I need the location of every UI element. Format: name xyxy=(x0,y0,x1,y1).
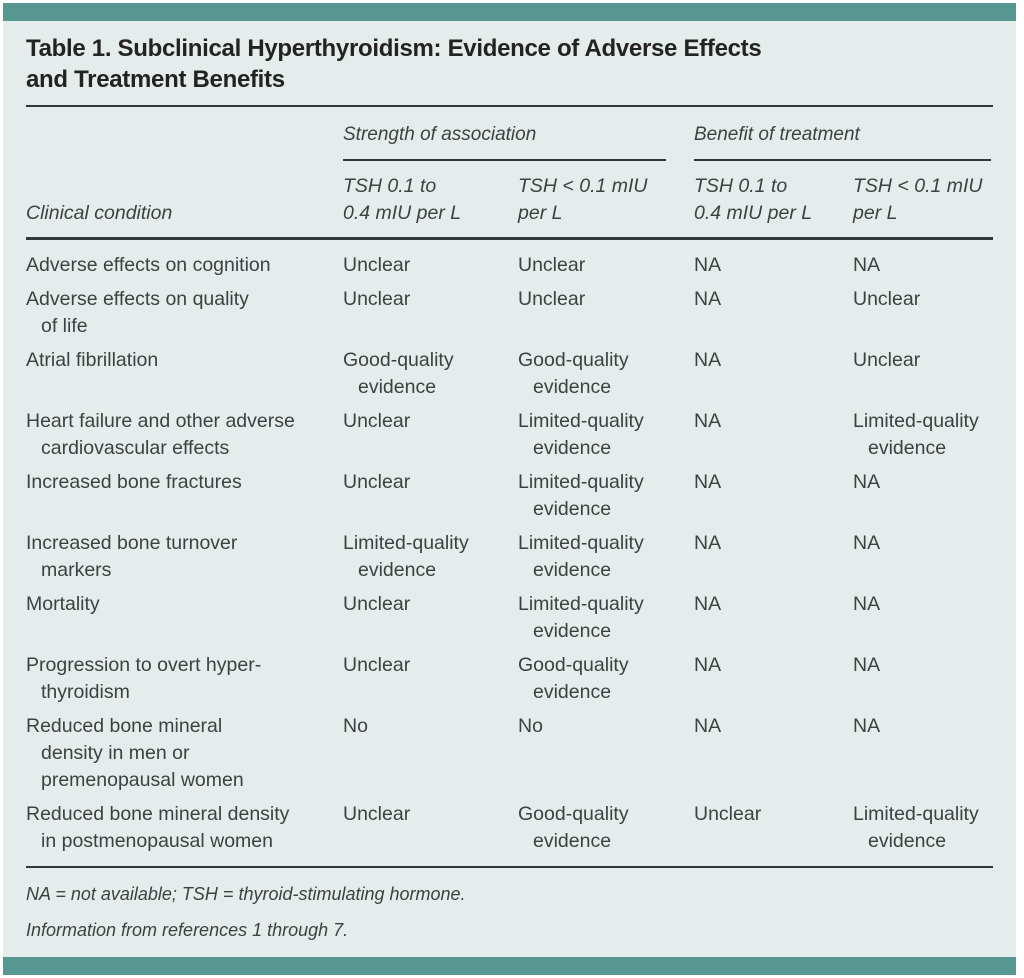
condition-cell: Increased bone fractures xyxy=(26,471,242,493)
table-body: Adverse effects on cognition Unclear Uncle… xyxy=(26,240,993,859)
value-cell: Unclear xyxy=(343,803,411,825)
condition-cell: Reduced bone mineral density in men or p… xyxy=(26,715,244,791)
column-header-tsh-3: TSH 0.1 to 0.4 mIU per L xyxy=(694,175,813,224)
bottom-accent-bar xyxy=(3,957,1016,975)
title-divider xyxy=(26,105,993,107)
table-row: Reduced bone mineral density in men or p… xyxy=(26,710,993,798)
value-cell: NA xyxy=(694,593,722,615)
value-cell: Good-quality evidence xyxy=(343,349,454,398)
condition-cell: Progression to overt hyper- thyroidism xyxy=(26,654,262,703)
value-cell: Limited-quality evidence xyxy=(518,410,644,459)
group-header-strength-of-association: Strength of association xyxy=(343,121,666,161)
value-cell: Unclear xyxy=(343,254,411,276)
value-cell: Unclear xyxy=(343,593,411,615)
value-cell: Limited-quality evidence xyxy=(518,593,644,642)
value-cell: Limited-quality evidence xyxy=(518,471,644,520)
column-header-tsh-1: TSH 0.1 to 0.4 mIU per L xyxy=(343,175,462,224)
value-cell: NA xyxy=(694,532,722,554)
value-cell: Unclear xyxy=(853,288,921,310)
value-cell: Limited-quality evidence xyxy=(853,803,979,852)
value-cell: NA xyxy=(694,254,722,276)
value-cell: Limited-quality evidence xyxy=(853,410,979,459)
column-header-tsh-4: TSH < 0.1 mIU per L xyxy=(853,175,983,224)
table-row: Adverse effects on quality of life Unclea… xyxy=(26,283,993,344)
value-cell: Good-quality evidence xyxy=(518,349,629,398)
footnote-abbreviations: NA = not available; TSH = thyroid-stimul… xyxy=(26,884,466,904)
value-cell: Limited-quality evidence xyxy=(518,532,644,581)
value-cell: NA xyxy=(694,715,722,737)
value-cell: Unclear xyxy=(343,471,411,493)
column-header-tsh-2: TSH < 0.1 mIU per L xyxy=(518,175,648,224)
condition-cell: Atrial fibrillation xyxy=(26,349,159,371)
value-cell: NA xyxy=(694,349,722,371)
value-cell: Limited-quality evidence xyxy=(343,532,469,581)
value-cell: NA xyxy=(853,532,881,554)
condition-cell: Increased bone turnover markers xyxy=(26,532,238,581)
footer-divider xyxy=(26,866,993,868)
value-cell: NA xyxy=(853,254,881,276)
value-cell: Unclear xyxy=(343,654,411,676)
table-row: Heart failure and other adverse cardiova… xyxy=(26,405,993,466)
value-cell: No xyxy=(518,715,543,737)
value-cell: NA xyxy=(853,471,881,493)
top-accent-bar xyxy=(3,3,1016,21)
column-group-header-row: Strength of association Benefit of treat… xyxy=(26,121,993,161)
value-cell: Unclear xyxy=(343,288,411,310)
value-cell: Unclear xyxy=(518,288,586,310)
value-cell: NA xyxy=(694,471,722,493)
value-cell: Unclear xyxy=(518,254,586,276)
value-cell: NA xyxy=(694,654,722,676)
value-cell: NA xyxy=(853,715,881,737)
condition-cell: Adverse effects on cognition xyxy=(26,254,271,276)
value-cell: NA xyxy=(853,593,881,615)
table-row: Progression to overt hyper- thyroidism Un… xyxy=(26,649,993,710)
value-cell: Unclear xyxy=(694,803,762,825)
table-row: Atrial fibrillation Good-quality evidence… xyxy=(26,344,993,405)
value-cell: NA xyxy=(694,288,722,310)
table-row: Reduced bone mineral density in postmeno… xyxy=(26,798,993,859)
column-header-row: Clinical condition TSH 0.1 to 0.4 mIU pe… xyxy=(26,161,993,240)
value-cell: Unclear xyxy=(853,349,921,371)
table-row: Increased bone turnover markers Limited-q… xyxy=(26,527,993,588)
table-row: Adverse effects on cognition Unclear Uncle… xyxy=(26,249,993,283)
condition-cell: Adverse effects on quality of life xyxy=(26,288,249,337)
value-cell: Good-quality evidence xyxy=(518,654,629,703)
value-cell: Good-quality evidence xyxy=(518,803,629,852)
group-header-spacer xyxy=(26,121,343,161)
value-cell: NA xyxy=(853,654,881,676)
value-cell: NA xyxy=(694,410,722,432)
footnote-source: Information from references 1 through 7. xyxy=(26,920,349,940)
table-row: Increased bone fractures Unclear Limited-q… xyxy=(26,466,993,527)
table-title: Table 1. Subclinical Hyperthyroidism: Ev… xyxy=(26,35,762,93)
value-cell: Unclear xyxy=(343,410,411,432)
condition-cell: Heart failure and other adverse cardiova… xyxy=(26,410,295,459)
condition-cell: Mortality xyxy=(26,593,100,615)
condition-cell: Reduced bone mineral density in postmeno… xyxy=(26,803,290,852)
group-header-benefit-of-treatment: Benefit of treatment xyxy=(694,121,991,161)
table-row: Mortality Unclear Limited-quality evidence… xyxy=(26,588,993,649)
column-header-clinical-condition: Clinical condition xyxy=(26,202,173,224)
table-panel: Table 1. Subclinical Hyperthyroidism: Ev… xyxy=(3,21,1016,957)
value-cell: No xyxy=(343,715,368,737)
